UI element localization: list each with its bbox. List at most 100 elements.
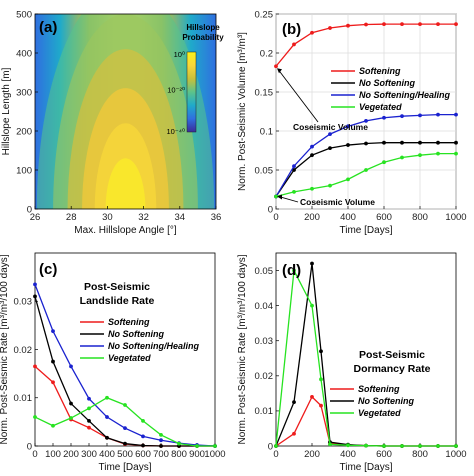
panel-d-data-point [292, 268, 296, 273]
panel-c-legend-label: No Softening/Healing [108, 341, 200, 351]
panel-b-data-point [418, 153, 422, 158]
panel-a-xtick-label: 36 [211, 212, 222, 223]
panel-b-data-point [292, 168, 296, 172]
annotation-arrow-1 [277, 68, 319, 123]
panel-c-xtick-label: 100 [45, 449, 61, 460]
panel-d-data-point [310, 303, 314, 308]
panel-b-ytick-label: 0 [268, 204, 273, 215]
panel-b-data-point [292, 42, 296, 47]
panel-d-data-point [382, 444, 386, 448]
panel-b-data-point [400, 114, 404, 119]
panel-c-data-point [159, 438, 163, 443]
panel-b-series-line-3 [275, 152, 456, 198]
panel-b-data-point [382, 22, 386, 27]
panel-c-legend-label: Softening [108, 317, 150, 327]
panel-c-xlabel: Time [Days] [99, 462, 152, 473]
panel-b-data-point [364, 118, 368, 123]
panel-b-xtick-label: 600 [376, 212, 392, 223]
panel-b-panel-label: (b) [282, 21, 301, 38]
panel-b-data-point [274, 194, 278, 199]
panel-c-data-point [51, 423, 55, 428]
panel-b-data-point [418, 113, 422, 118]
panel-d-xtick-label: 400 [340, 449, 356, 460]
panel-b-data-point [346, 143, 350, 147]
panel-b-xtick-label: 800 [412, 212, 428, 223]
panel-c-xtick-label: 200 [63, 449, 79, 460]
panel-c-data-point [105, 395, 109, 400]
panel-b-data-point [436, 140, 440, 145]
panel-d-legend-label: Softening [358, 384, 400, 394]
panel-b-data-point [436, 151, 440, 156]
panel-d-data-point [319, 403, 323, 408]
panel-c-title-line2: Landslide Rate [80, 295, 155, 307]
panel-d-title-line2: Dormancy Rate [353, 363, 430, 375]
panel-c-data-point [69, 416, 73, 420]
panel-c-data-point [141, 419, 145, 423]
panel-a-ytick-label: 200 [16, 126, 32, 137]
panel-c-data-point [69, 401, 73, 406]
panel-b-data-point [328, 146, 332, 151]
panel-d-xtick-label: 800 [412, 449, 428, 460]
colorbar [186, 51, 197, 133]
colorbar-title-line1: Hillslope [186, 23, 220, 32]
panel-d-data-point [292, 431, 296, 436]
panel-c-xtick-label: 600 [135, 449, 151, 460]
panel-c-data-point [33, 415, 37, 419]
panel-b-ytick-label: 0.1 [260, 126, 273, 137]
panel-b-legend-label: Vegetated [359, 102, 402, 112]
panel-b-data-point [418, 22, 422, 27]
panel-b-data-point [454, 151, 458, 156]
panel-b-legend-label: Softening [359, 66, 401, 76]
colorbar-tick-label: 10⁻²⁰ [167, 85, 185, 94]
panel-d-xlabel: Time [Days] [340, 462, 393, 473]
panel-c-data-point [177, 441, 181, 446]
annotation-arrowhead-1 [277, 68, 282, 74]
panel-b-data-point [400, 140, 404, 145]
panel-d-xtick-label: 0 [273, 449, 278, 460]
panel-c-data-point [105, 435, 109, 440]
panel-c-ytick-label: 0 [27, 441, 32, 452]
panel-d-data-point [418, 444, 422, 448]
panel-c-data-point [159, 433, 163, 437]
panel-c-title-line1: Post-Seismic [84, 281, 150, 293]
panel-b-data-point [328, 26, 332, 30]
colorbar-tick-label: 10⁰ [174, 50, 185, 59]
panel-c-data-point [159, 444, 163, 448]
annotation-arrow-2 [278, 196, 299, 203]
panel-b-data-point [400, 155, 404, 160]
panel-b-ytick-label: 0.25 [255, 9, 274, 20]
panel-b-xlabel: Time [Days] [340, 225, 393, 236]
panel-d-ytick-label: 0.02 [255, 371, 274, 382]
panel-b-ytick-label: 0.05 [255, 165, 274, 176]
panel-a-frame [34, 13, 217, 210]
panel-b-data-point [364, 22, 368, 27]
panel-c-ytick-label: 0.02 [14, 345, 33, 356]
panel-d-legend-label: Vegetated [358, 408, 401, 418]
panel-b-data-point [400, 22, 404, 27]
panel-b-data-point [328, 183, 332, 188]
panel-d-ytick-label: 0 [268, 441, 273, 452]
panel-b-data-point [328, 132, 332, 137]
panel-d-xtick-label: 200 [304, 449, 320, 460]
panel-a-ytick-label: 0 [27, 204, 32, 215]
panel-c-xtick-label: 900 [189, 449, 205, 460]
panel-d-ytick-label: 0.05 [255, 266, 274, 277]
panel-c-data-point [105, 415, 109, 419]
panel-b-legend-label: No Softening [359, 78, 415, 88]
panel-c-panel-label: (c) [39, 261, 57, 278]
annotation-arrowhead-2 [277, 194, 282, 200]
panel-b-data-point [292, 189, 296, 194]
panel-a-xtick-label: 32 [138, 212, 149, 223]
panel-c-data-point [33, 282, 37, 287]
panel-c-data-point [87, 425, 91, 430]
panel-b-data-point [382, 160, 386, 165]
panel-a-ytick-label: 300 [16, 87, 32, 98]
panel-b-data-point [364, 168, 368, 172]
panel-b-data-point [346, 23, 350, 28]
panel-c-data-point [87, 419, 91, 423]
colorbar-title-line2: Probability [182, 33, 224, 42]
panel-b-legend-label: No Softening/Healing [359, 90, 451, 100]
panel-c-data-point [123, 441, 127, 446]
panel-c-data-point [87, 396, 91, 401]
colorbar-tick-label: 10⁻⁴⁰ [166, 127, 185, 136]
